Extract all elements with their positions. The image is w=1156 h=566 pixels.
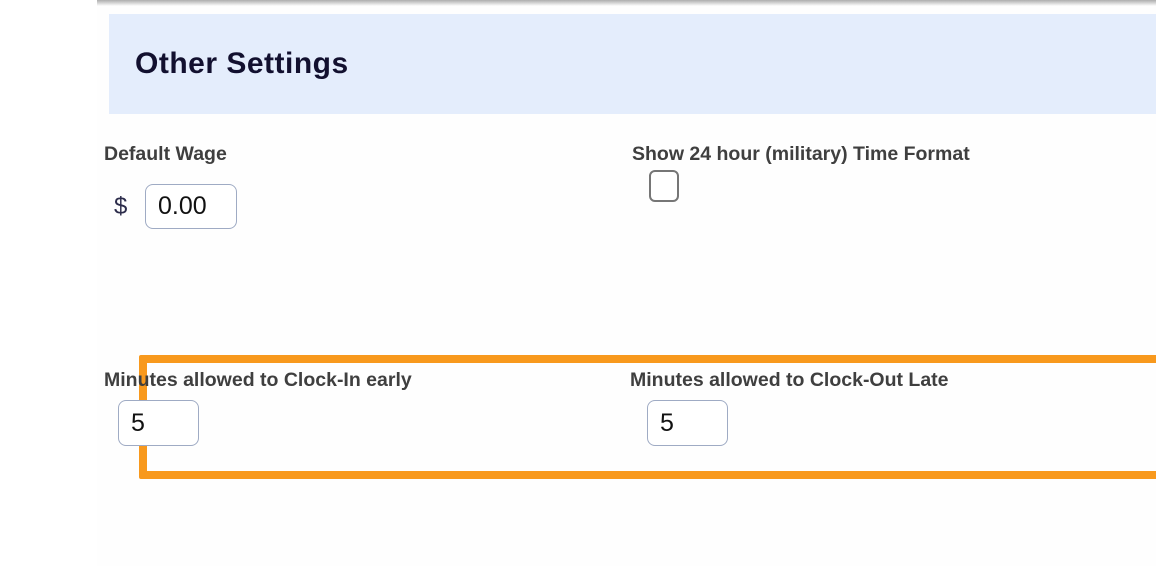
other-settings-header: Other Settings: [109, 14, 1156, 114]
clock-in-early-input[interactable]: [118, 400, 199, 446]
military-time-label: Show 24 hour (military) Time Format: [632, 143, 970, 165]
military-time-checkbox[interactable]: [649, 170, 679, 202]
panel-top-shadow: [97, 0, 1156, 6]
settings-panel: Other Settings Default Wage $ Show 24 ho…: [97, 0, 1156, 566]
currency-symbol: $: [114, 193, 128, 220]
default-wage-label: Default Wage: [104, 143, 227, 165]
clock-out-late-label: Minutes allowed to Clock-Out Late: [630, 369, 949, 391]
clock-in-early-label: Minutes allowed to Clock-In early: [104, 369, 412, 391]
clock-out-late-input[interactable]: [647, 400, 728, 446]
page-title: Other Settings: [135, 47, 349, 80]
default-wage-input[interactable]: [145, 184, 237, 229]
